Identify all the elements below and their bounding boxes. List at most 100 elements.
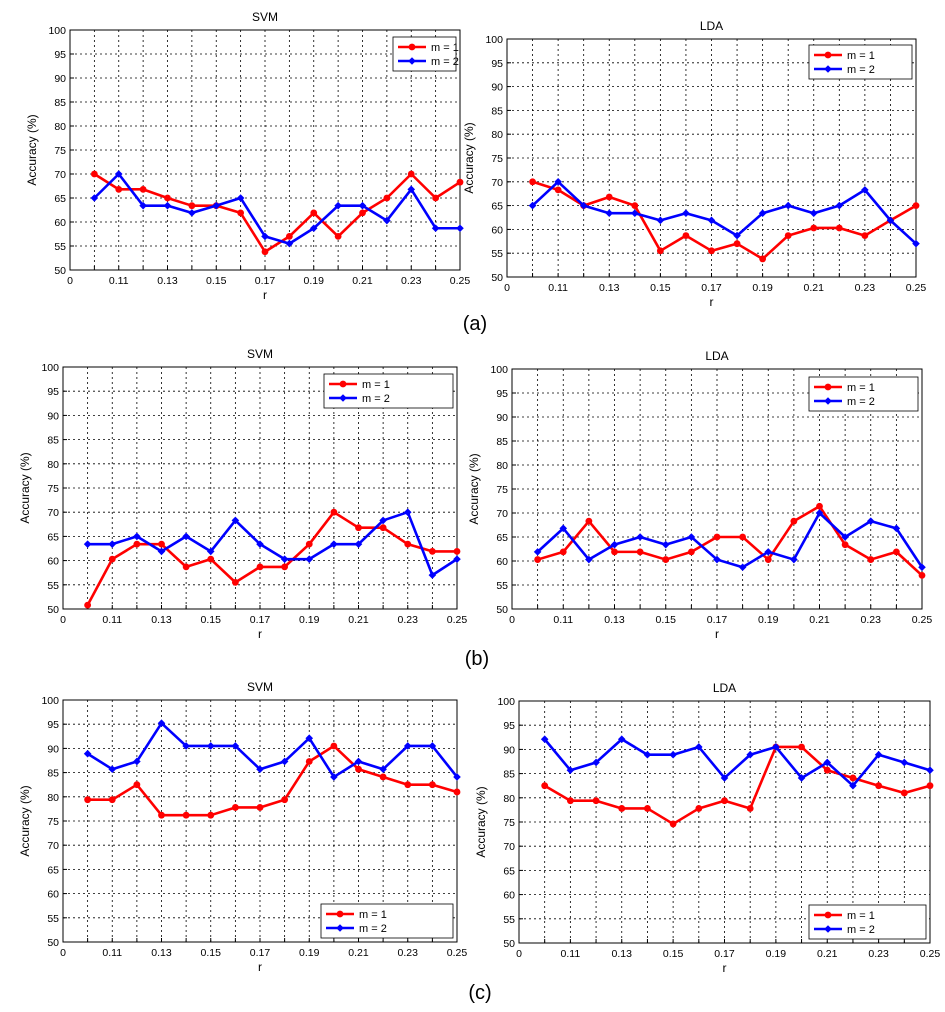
y-tick-label: 90 <box>47 410 59 422</box>
data-point-m1 <box>188 202 196 210</box>
x-tick-label: 0.13 <box>604 614 625 626</box>
data-point-m1 <box>566 797 574 805</box>
legend-box <box>320 903 454 939</box>
legend-label-m1: m = 1 <box>431 42 459 54</box>
data-point-m2 <box>453 773 461 781</box>
legend-box <box>808 904 927 940</box>
data-point-m1 <box>355 765 362 773</box>
x-axis-label: r <box>715 627 719 641</box>
y-tick-label: 50 <box>47 937 59 949</box>
x-tick-label: 0.17 <box>255 275 276 287</box>
data-point-m2 <box>610 540 619 549</box>
data-point-m2 <box>407 185 416 194</box>
legend-marker-m1 <box>824 383 832 391</box>
y-tick-label: 65 <box>491 201 503 213</box>
data-point-m2 <box>733 231 741 240</box>
y-tick-label: 75 <box>54 145 66 157</box>
legend-label-m1: m = 1 <box>359 909 387 921</box>
legend-label-m2: m = 2 <box>362 393 390 405</box>
data-point-m1 <box>453 788 461 796</box>
data-point-m2 <box>453 555 461 563</box>
legend-marker-m1 <box>824 911 832 919</box>
series-line-m1 <box>544 745 931 826</box>
data-point-m1 <box>900 789 908 797</box>
data-point-m2 <box>139 201 147 210</box>
data-point-m1 <box>636 548 644 556</box>
data-point-m2 <box>206 742 215 750</box>
y-tick-label: 70 <box>47 840 59 852</box>
series-line-m2 <box>536 511 924 569</box>
y-tick-label: 95 <box>47 386 59 398</box>
data-point-m2 <box>713 555 721 564</box>
data-point-m1 <box>618 805 626 812</box>
y-tick-label: 70 <box>47 507 59 519</box>
chart-lda-c-svg: 0 0.11 0.13 0.15 0.17 0.19 0.21 0.23 0.25 50 55 60 6… <box>474 681 941 975</box>
data-point-m1 <box>432 194 440 202</box>
data-point-m2 <box>236 194 245 202</box>
y-tick-label: 60 <box>503 890 515 902</box>
x-tick-label: 0 <box>60 947 66 959</box>
x-tick-label: 0 <box>67 275 73 287</box>
data-point-m1 <box>379 524 387 532</box>
x-tick-label: 0.25 <box>906 282 927 294</box>
x-tick-label: 0.15 <box>650 282 671 294</box>
data-point-m1 <box>453 548 461 555</box>
x-tick-label: 0.25 <box>920 948 941 960</box>
data-point-m1 <box>784 232 792 239</box>
x-tick-label: 0 <box>60 614 66 626</box>
x-tick-label: 0 <box>504 282 510 294</box>
data-point-m1 <box>404 781 412 789</box>
data-point-m1 <box>798 743 805 751</box>
data-point-m1 <box>256 563 264 571</box>
data-point-m2 <box>334 201 342 210</box>
x-tick-label: 0.11 <box>561 948 581 960</box>
legend-marker-m1 <box>339 380 347 388</box>
x-tick-label: 0.17 <box>701 282 722 294</box>
x-tick-label: 0.21 <box>809 614 830 626</box>
x-axis-label: r <box>723 961 727 975</box>
legend-label-m2: m = 2 <box>359 923 387 935</box>
data-point-m2 <box>114 170 123 178</box>
legend-marker-m2 <box>339 394 347 402</box>
y-tick-label: 55 <box>47 913 59 925</box>
legend-label-m2: m = 2 <box>431 56 459 68</box>
y-axis-label: Accuracy (%) <box>18 785 32 856</box>
data-point-m1 <box>207 555 215 563</box>
data-point-m2 <box>212 201 221 210</box>
data-point-m1 <box>918 572 926 579</box>
y-tick-label: 100 <box>485 34 503 46</box>
y-tick-label: 50 <box>491 272 503 284</box>
data-point-m1 <box>237 209 245 217</box>
chart-lda-b-svg: 0 0.11 0.13 0.15 0.17 0.19 0.21 0.23 0.25 50 55 60 6… <box>467 349 932 641</box>
legend-label-m1: m = 1 <box>362 379 390 391</box>
data-point-m1 <box>841 541 849 549</box>
y-tick-label: 55 <box>503 914 515 926</box>
chart-title: SVM <box>252 10 278 24</box>
y-tick-label: 75 <box>47 483 59 495</box>
x-axis-label: r <box>710 295 714 309</box>
x-tick-label: 0.17 <box>714 948 735 960</box>
series-line-m2 <box>86 721 459 779</box>
data-point-m1 <box>656 247 664 255</box>
y-tick-label: 70 <box>503 841 515 853</box>
data-point-m1 <box>541 782 549 790</box>
x-tick-label: 0.11 <box>102 947 122 959</box>
chart-lda-a: 0 0.11 0.13 0.15 0.17 0.19 0.21 0.23 0.25 50 55 60 6… <box>462 0 945 310</box>
series-line-m2 <box>93 172 460 245</box>
x-tick-label: 0.19 <box>299 614 320 626</box>
legend-marker-m1 <box>408 43 416 51</box>
data-point-m1 <box>721 797 728 805</box>
y-tick-label: 85 <box>47 435 59 447</box>
data-point-m1 <box>861 232 869 239</box>
y-tick-label: 65 <box>503 865 515 877</box>
data-point-m2 <box>157 719 166 728</box>
legend: m = 1 m = 2 <box>320 903 454 939</box>
data-point-m2 <box>108 765 117 774</box>
y-tick-label: 80 <box>491 129 503 141</box>
data-point-m2 <box>790 555 798 564</box>
legend: m = 1 m = 2 <box>808 44 913 80</box>
data-point-m1 <box>158 540 165 548</box>
y-tick-label: 70 <box>496 508 508 520</box>
chart-svm-c-svg: 0 0.11 0.13 0.15 0.17 0.19 0.21 0.23 0.25 50 55 60 6… <box>18 680 467 974</box>
data-point-m1 <box>330 508 338 516</box>
